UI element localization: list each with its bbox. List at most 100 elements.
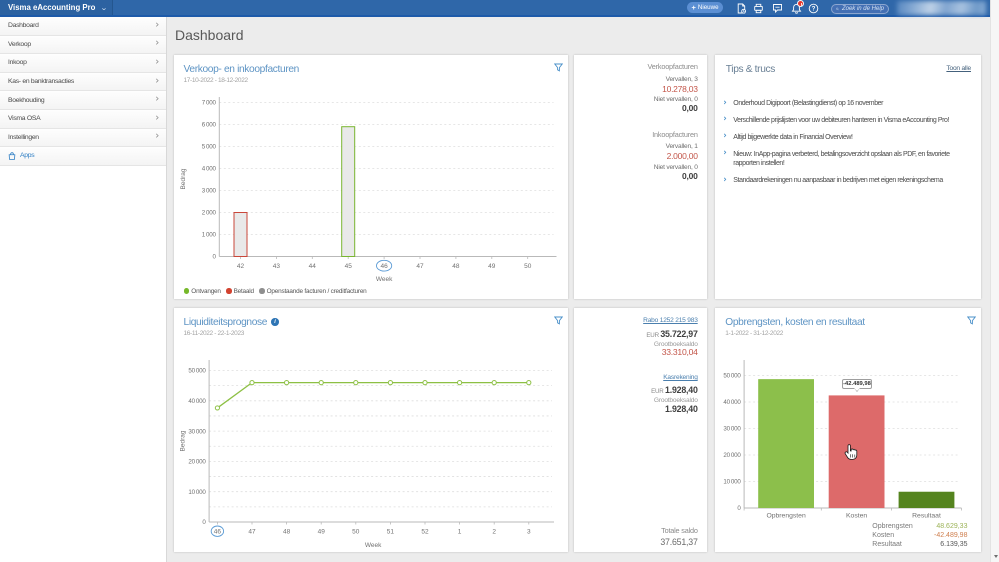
help-search-input[interactable]: Zoek in de Help (831, 3, 889, 14)
sidebar-item-kas-en-banktransacties[interactable]: Kas- en banktransacties › (0, 72, 166, 92)
sidebar-item-inkoop[interactable]: Inkoop › (0, 54, 166, 73)
summary-row: Resultaat 6.139,35 (872, 540, 967, 549)
ledger-label: Grootboeksaldo (653, 397, 698, 404)
card-title-text: Verkoop- en inkoopfacturen (183, 63, 300, 75)
account-row: Rabo 1252 215 983 (578, 317, 698, 324)
legend-label: Betaald (233, 287, 254, 295)
svg-text:0: 0 (212, 254, 216, 261)
card-title-text: Opbrengsten, kosten en resultaat (725, 316, 865, 328)
sidebar-item-instellingen[interactable]: Instellingen › (0, 128, 166, 148)
svg-text:?: ? (812, 6, 816, 13)
chevron-right-icon: › (155, 75, 159, 87)
sidebar-item-apps[interactable]: Apps (0, 147, 166, 166)
tip-text: Onderhoud Digipoort (Belastingdienst) op… (733, 100, 884, 108)
legend-label: Openstaande facturen / creditfacturen (266, 287, 367, 295)
total-balance-value: 37.651,37 (660, 536, 698, 547)
filter-icon[interactable] (554, 63, 563, 72)
card-title-text: Liquiditeitsprognose (183, 316, 268, 328)
tip-item[interactable]: › Verschillende prijslijsten voor uw debi… (723, 113, 969, 129)
chart-tooltip: -42.489,98 (841, 378, 872, 392)
summary-row: Kosten -42.489,98 (872, 531, 967, 540)
vervallen-value[interactable]: 10.278,03 (662, 83, 698, 94)
bank-account-link[interactable]: Rabo 1252 215 983 (643, 316, 698, 324)
printer-icon[interactable] (753, 3, 764, 14)
summary-value: -42.489,98 (934, 532, 968, 539)
tip-item[interactable]: › Nieuw: InApp-pagina verbeterd, betaling… (723, 147, 969, 172)
verkoopfacturen-header: Verkoopfacturen (647, 61, 698, 71)
sidebar-item-verkoop[interactable]: Verkoop › (0, 35, 166, 55)
sidebar-item-label: Inkoop (8, 59, 27, 67)
page-scrollbar[interactable] (990, 0, 999, 562)
sidebar-item-boekhouding[interactable]: Boekhouding › (0, 91, 166, 110)
balance-amount: 1.928,40 (665, 385, 698, 395)
card-liquidity-forecast: Liquiditeitsprognose i 16-11-2022 - 22-1… (173, 308, 569, 552)
scrollbar-down-arrow[interactable] (993, 555, 998, 558)
summary-value: 6.139,35 (940, 541, 968, 548)
info-icon[interactable]: i (271, 318, 279, 326)
line-chart-liquidity[interactable]: 0 10 000 20 000 30 000 40 000 50 000 46 47 48 49 5… (174, 308, 569, 552)
card-tips: Tips & trucs Toon alle › Onderhoud Digipo… (715, 55, 981, 299)
cash-account-link[interactable]: Kasrekening (663, 374, 698, 381)
currency-label: EUR (646, 331, 659, 339)
sidebar-item-visma-osa[interactable]: Visma OSA › (0, 109, 166, 129)
svg-text:40 000: 40 000 (724, 399, 742, 406)
card-title-liquidity[interactable]: Liquiditeitsprognose i (184, 317, 279, 328)
show-all-link[interactable]: Toon alle (946, 65, 971, 72)
svg-text:1: 1 (457, 529, 461, 536)
svg-text:50: 50 (352, 529, 360, 536)
tooltip-text: -42.489,98 (843, 380, 871, 387)
search-placeholder: Zoek in de Help (841, 5, 884, 12)
niet-vervallen-value[interactable]: 0,00 (681, 102, 698, 113)
filter-icon[interactable] (554, 316, 563, 325)
legend-label: Ontvangen (191, 287, 221, 295)
sidebar-item-label: Visma OSA (8, 115, 41, 123)
svg-text:51: 51 (386, 529, 394, 536)
new-button[interactable]: + Nieuwe (687, 2, 723, 13)
legend-item: Ontvangen (184, 288, 221, 295)
company-selector[interactable]: Visma eAccounting Pro ⌄ (0, 0, 113, 15)
summary-label: Opbrengsten (872, 523, 913, 530)
vervallen-value[interactable]: 2.000,00 (666, 150, 698, 161)
niet-vervallen-value[interactable]: 0,00 (681, 170, 698, 181)
card-title-revenue[interactable]: Opbrengsten, kosten en resultaat (725, 316, 865, 328)
svg-text:46: 46 (213, 529, 221, 536)
svg-text:30 000: 30 000 (188, 428, 206, 435)
legend-item: Betaald (226, 288, 254, 295)
chat-icon[interactable] (772, 3, 783, 14)
bar-chart-sales-purchase[interactable]: 0 1 000 2 000 3 000 4 000 5 000 6 000 7 000 42 43… (174, 55, 569, 299)
app-title: Visma eAccounting Pro (8, 3, 96, 12)
chevron-right-icon: › (723, 148, 727, 159)
document-icon[interactable] (736, 3, 747, 14)
niet-vervallen-label: Niet vervallen, 0 (653, 163, 698, 171)
svg-text:44: 44 (308, 263, 316, 270)
svg-text:3 000: 3 000 (201, 188, 216, 195)
svg-text:Resultaat: Resultaat (912, 513, 941, 520)
svg-text:10 000: 10 000 (188, 489, 206, 496)
bank-balance: EUR 35.722,97 (578, 329, 698, 340)
card-title-sales-purchase[interactable]: Verkoop- en inkoopfacturen (184, 64, 300, 75)
vervallen-label: Vervallen, 1 (665, 143, 698, 150)
sidebar-item-label: Instellingen (8, 133, 39, 141)
account-row: Kasrekening (578, 374, 698, 381)
svg-text:50 000: 50 000 (724, 373, 742, 380)
svg-text:48: 48 (452, 263, 460, 270)
help-icon[interactable]: ? (808, 3, 819, 14)
tip-item[interactable]: › Standaardrekeningen nu aanpasbaar in be… (723, 173, 969, 189)
sidebar: Dashboard › Verkoop › Inkoop › Kas- en b… (0, 17, 167, 562)
svg-text:5 000: 5 000 (201, 144, 216, 151)
filter-icon[interactable] (966, 316, 976, 325)
tip-item[interactable]: › Altijd bijgewerkte data in Financial Ov… (723, 130, 969, 146)
tooltip-pointer (853, 387, 860, 391)
tip-item[interactable]: › Onderhoud Digipoort (Belastingdienst) o… (723, 96, 969, 112)
svg-text:6 000: 6 000 (201, 122, 216, 129)
sidebar-item-dashboard[interactable]: Dashboard › (0, 17, 166, 36)
svg-text:50: 50 (524, 263, 532, 270)
svg-text:30 000: 30 000 (724, 426, 742, 433)
ledger-balance: 33.310,04 (661, 347, 698, 357)
card-date-range: 16-11-2022 - 22-1-2023 (183, 329, 245, 337)
card-date-range: 1-1-2022 - 31-12-2022 (725, 329, 783, 337)
tips-title: Tips & trucs (725, 63, 776, 75)
currency-label: EUR (651, 388, 664, 395)
page-title: Dashboard (175, 26, 244, 43)
